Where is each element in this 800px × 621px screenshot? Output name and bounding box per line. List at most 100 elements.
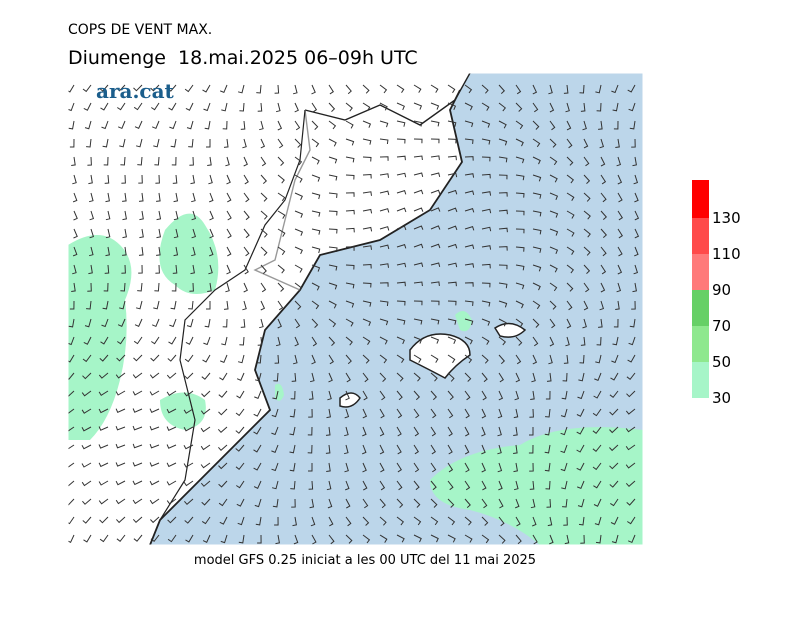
wind-barb (277, 282, 285, 292)
region-border (159, 109, 306, 521)
wind-barb (184, 84, 194, 93)
wind-barb (201, 498, 211, 506)
wind-barb (609, 408, 619, 416)
wind-barb (309, 498, 315, 509)
wind-barb (172, 264, 178, 274)
wind-barb (580, 336, 586, 346)
wind-barb (545, 390, 551, 400)
wind-barb (566, 228, 575, 237)
wind-barb (222, 318, 228, 328)
wind-barb (167, 354, 177, 362)
wind-barb (430, 225, 441, 230)
wind-barb (327, 498, 333, 509)
wind-barb (532, 192, 542, 199)
wind-barb (226, 264, 231, 275)
wind-barb (562, 498, 568, 508)
wind-barb (464, 354, 473, 364)
wind-barb (273, 372, 279, 382)
wind-barb (447, 300, 457, 306)
wind-barb (311, 192, 321, 200)
wind-barb (379, 426, 385, 437)
wind-barb (362, 444, 367, 455)
wind-barb (311, 282, 320, 291)
wind-barb (167, 516, 177, 524)
wind-barb (564, 534, 570, 545)
wind-barb (88, 174, 93, 185)
wind-barb (413, 462, 420, 473)
wind-barb (396, 516, 404, 526)
wind-barb (326, 408, 331, 419)
wind-barb (481, 426, 486, 437)
wind-barb (68, 318, 75, 328)
wind-barb (617, 264, 623, 275)
wind-barb (566, 264, 574, 274)
wind-barb (132, 372, 143, 379)
wind-barb (379, 534, 388, 543)
wind-barb (549, 300, 557, 310)
wind-barb (260, 282, 267, 293)
wind-barb (362, 390, 368, 401)
wind-barb (98, 426, 109, 431)
wind-barb (549, 318, 556, 329)
wind-barb (191, 246, 196, 257)
wind-barb (236, 480, 245, 489)
wind-barb (413, 84, 422, 93)
wind-barb (260, 300, 266, 311)
wind-barb (271, 444, 279, 454)
wind-barb (362, 462, 367, 473)
wind-barb (98, 444, 109, 449)
wind-barb (166, 480, 177, 486)
wind-barb (430, 390, 438, 401)
wind-barb (220, 534, 228, 544)
wind-barb (625, 462, 636, 469)
wind-barb (115, 390, 126, 396)
map-frame (67, 72, 644, 546)
wind-barb (532, 138, 541, 148)
wind-barb (277, 264, 285, 274)
wind-barb (68, 84, 75, 93)
wind-barb (260, 246, 268, 256)
wind-barb (138, 246, 144, 256)
wind-barb (549, 156, 558, 166)
wind-barb (430, 372, 438, 382)
wind-barb (447, 84, 456, 94)
wind-barb (430, 318, 440, 325)
wind-barb (396, 84, 405, 93)
wind-barb (83, 534, 92, 543)
wind-barb (610, 516, 619, 525)
wind-barb (82, 84, 92, 93)
wind-barb (149, 498, 160, 505)
wind-barb (379, 300, 389, 307)
wind-barb (277, 300, 284, 311)
wind-barb (218, 480, 228, 488)
wind-barb (257, 534, 262, 544)
wind-barb (612, 102, 619, 112)
wind-barb (149, 462, 160, 467)
wind-barb (226, 228, 232, 239)
wind-barb (544, 426, 551, 436)
wind-barb (81, 462, 92, 468)
wind-barb (115, 462, 126, 467)
wind-barb (566, 174, 574, 184)
wind-barb (240, 120, 246, 130)
wind-barb (139, 228, 144, 239)
wind-barb (515, 318, 524, 328)
wind-barb (166, 444, 177, 449)
wind-barb (464, 263, 475, 268)
wind-barb (464, 138, 474, 144)
wind-barb (498, 174, 508, 180)
wind-barb (561, 480, 568, 490)
wind-barb (413, 354, 422, 363)
wind-barb (277, 120, 283, 131)
wind-barb (413, 372, 421, 382)
wind-barb (629, 318, 636, 328)
wind-barb (413, 138, 423, 144)
wind-barb (202, 354, 211, 363)
wind-barb (105, 210, 111, 221)
wind-barb (84, 318, 92, 328)
wind-barb (611, 354, 619, 364)
wind-barb (189, 156, 194, 166)
wind-barb (119, 300, 126, 310)
wind-barb (481, 336, 490, 345)
